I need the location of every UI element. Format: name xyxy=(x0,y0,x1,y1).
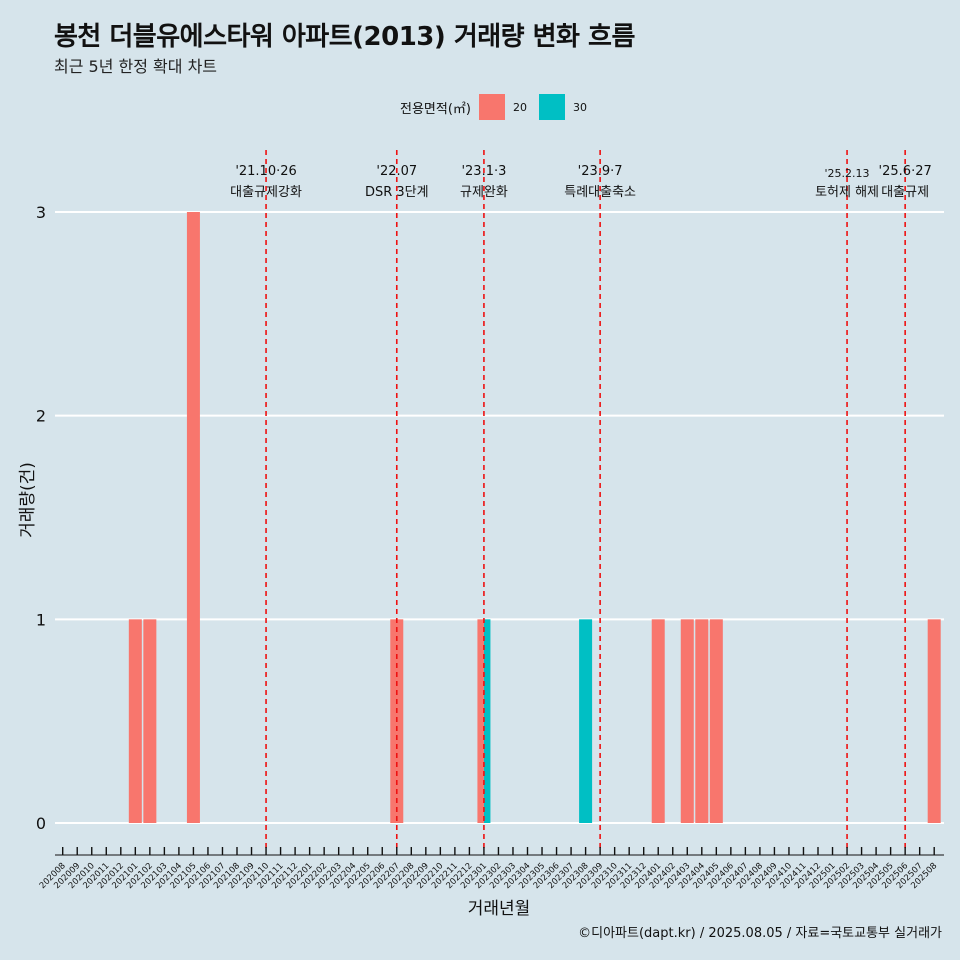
y-tick-label: 1 xyxy=(36,610,46,629)
event-date-label: '23.1·3 xyxy=(461,164,506,179)
event-date-label: '25.6·27 xyxy=(879,164,932,179)
event-name-label: 규제완화 xyxy=(460,185,508,200)
legend-label-20: 20 xyxy=(512,100,527,114)
event-date-label: '22.07 xyxy=(376,164,417,179)
y-tick-label: 2 xyxy=(36,407,46,426)
event-name-label: 특례대출축소 xyxy=(564,185,636,200)
bar-20-202102 xyxy=(143,619,157,823)
event-date-label: '21.10·26 xyxy=(235,164,296,179)
x-axis-title: 거래년월 xyxy=(468,899,531,919)
event-name-label: 대출규제 xyxy=(881,185,929,200)
bar-20-202105 xyxy=(186,211,200,824)
bar-20-202101 xyxy=(128,619,142,823)
y-tick-label: 0 xyxy=(36,814,46,833)
bar-30-202301 xyxy=(483,619,491,823)
y-tick-label: 3 xyxy=(36,203,46,222)
legend: 전용면적(㎡) 20 30 xyxy=(400,94,599,120)
event-name-label: DSR 3단계 xyxy=(365,185,429,200)
event-name-label: 토허제 해제 xyxy=(815,185,879,200)
bar-30-202308 xyxy=(579,619,593,823)
bar-20-202403 xyxy=(680,619,694,823)
bar-20-202301 xyxy=(477,619,484,823)
bar-20-202401 xyxy=(651,619,665,823)
bar-20-202405 xyxy=(709,619,723,823)
source-caption: ©디아파트(dapt.kr) / 2025.08.05 / 자료=국토교통부 실… xyxy=(578,926,942,941)
event-date-label: '23.9·7 xyxy=(578,164,623,179)
chart-subtitle: 최근 5년 한정 확대 차트 xyxy=(54,57,218,76)
legend-label-30: 30 xyxy=(572,100,587,114)
bar-20-202404 xyxy=(695,619,709,823)
event-date-label: '25.2.13 xyxy=(825,167,870,180)
bar-20-202508 xyxy=(927,619,941,823)
legend-title: 전용면적(㎡) xyxy=(400,101,471,117)
legend-key-30 xyxy=(538,94,565,120)
legend-key-20 xyxy=(478,94,505,120)
event-name-label: 대출규제강화 xyxy=(230,185,302,200)
y-axis-title: 거래량(건) xyxy=(18,462,38,538)
chart-title: 봉천 더블유에스타워 아파트(2013) 거래량 변화 흐름 xyxy=(54,22,635,52)
